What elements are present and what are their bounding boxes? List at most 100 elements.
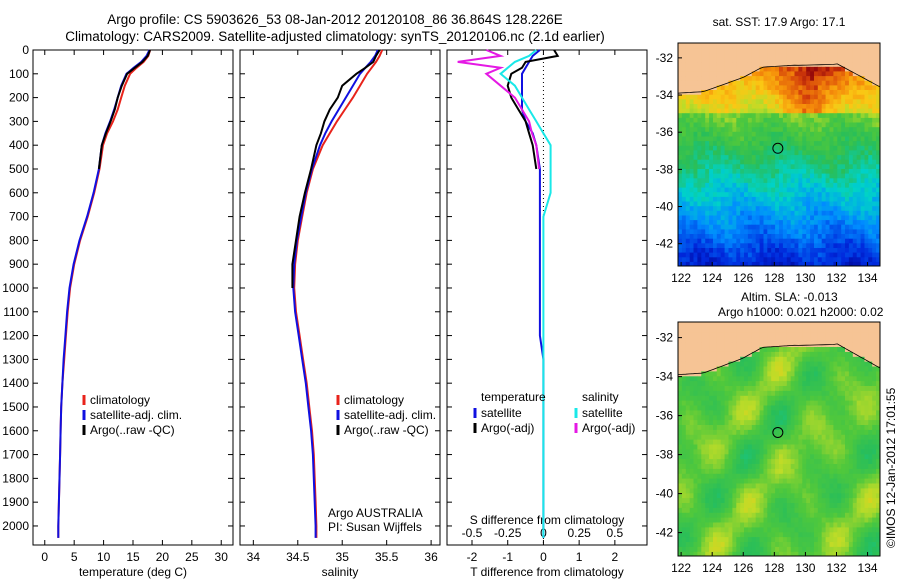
sst-map-cell	[685, 52, 691, 58]
sla-map-cell	[763, 512, 768, 518]
sst-map-cell	[794, 84, 799, 90]
sst-map-cell	[810, 47, 815, 53]
sla-map-cell	[678, 541, 683, 547]
sla-map-cell	[763, 361, 768, 367]
sst-map-cell	[755, 122, 761, 128]
sla-map-cell	[810, 356, 815, 362]
sst-map-cell	[848, 70, 854, 77]
sst-map-cell	[720, 168, 726, 174]
sst-map-cell	[864, 210, 869, 216]
sla-map-cell	[806, 463, 811, 469]
sla-map-cell	[825, 385, 831, 391]
sla-map-cell	[697, 414, 702, 421]
sst-map-cell	[755, 168, 761, 174]
sst-map-cell	[848, 122, 854, 128]
sla-map-cell	[763, 502, 768, 508]
sla-map-cell	[845, 473, 850, 479]
sla-map-cell	[763, 341, 768, 347]
sla-map-cell	[806, 478, 811, 484]
sst-map-cell	[817, 177, 823, 183]
sla-map-cell	[771, 497, 776, 503]
sla-map-cell	[685, 365, 691, 372]
sla-map-cell	[759, 517, 765, 523]
sla-map-cell	[814, 370, 819, 377]
sst-map-cell	[724, 252, 730, 258]
sst-map-cell	[747, 140, 753, 146]
sla-map-cell	[720, 439, 726, 445]
sla-map-cell	[821, 341, 827, 347]
sst-map-cell	[678, 75, 683, 81]
sla-map-cell	[705, 453, 710, 460]
sst-map-cell	[705, 168, 710, 174]
sst-map-cell	[736, 112, 741, 118]
sla-map-cell	[806, 443, 811, 450]
sst-map-cell	[825, 159, 831, 165]
sla-map-cell	[775, 326, 780, 333]
sst-map-cell	[689, 256, 695, 262]
sla-map-cell	[825, 395, 831, 401]
sla-map-cell	[767, 336, 772, 343]
sla-map-cell	[724, 400, 730, 406]
sst-map-cell	[806, 247, 811, 253]
sst-map-cell	[740, 103, 745, 109]
sst-map-cell	[767, 196, 772, 202]
sst-map-cell	[759, 187, 765, 193]
sst-map-cell	[872, 187, 877, 193]
sla-map-cell	[728, 453, 733, 460]
sst-map-cell	[860, 94, 866, 100]
sla-map-cell	[829, 370, 834, 377]
sla-map-cell	[759, 448, 765, 455]
sla-map-cell	[782, 424, 788, 430]
sst-map-cell	[821, 61, 827, 67]
sst-map-cell	[720, 112, 726, 118]
sla-map-cell	[802, 385, 807, 391]
sla-map-cell	[736, 375, 741, 382]
sla-map-cell	[763, 526, 768, 533]
sla-map-cell	[798, 375, 803, 382]
sla-map-cell	[732, 517, 737, 523]
sla-map-cell	[693, 419, 698, 425]
sst-map-cell	[728, 238, 733, 244]
sst-map-cell	[751, 238, 757, 244]
sla-map-cell	[798, 331, 803, 338]
sla-map-cell	[728, 331, 733, 338]
sst-map-cell	[845, 126, 850, 132]
sla-map-cell	[701, 346, 706, 352]
sla-map-cell	[782, 502, 788, 508]
sla-map-cell	[775, 482, 780, 489]
sst-map-cell	[833, 191, 838, 197]
sla-map-cell	[720, 326, 726, 333]
sst-map-cell	[716, 182, 722, 188]
sst-map-cell	[786, 52, 792, 58]
sst-map-cell	[860, 112, 866, 118]
sla-map-cell	[685, 326, 691, 333]
sla-map-cell	[693, 326, 698, 333]
sst-map-cell	[845, 131, 850, 137]
sla-map-cell	[829, 497, 834, 503]
sst-map-cell	[852, 228, 858, 234]
sla-map-cell	[767, 404, 772, 411]
sst-map-cell	[751, 52, 757, 58]
sst-map-cell	[848, 94, 854, 100]
sst-map-cell	[814, 149, 819, 156]
sla-map-cell	[802, 434, 807, 440]
sst-map-cell	[837, 140, 842, 146]
sla-map-cell	[771, 487, 776, 494]
sst-map-cell	[798, 112, 803, 118]
sst-map-cell	[751, 224, 757, 230]
sst-map-cell	[747, 233, 753, 239]
sst-map-cell	[814, 140, 819, 146]
sla-map-cell	[841, 326, 846, 333]
sla-map-cell	[810, 375, 815, 382]
sla-map-cell	[701, 473, 706, 479]
sla-map-cell	[779, 322, 784, 328]
sla-map-cell	[705, 478, 710, 484]
sla-map-cell	[728, 351, 733, 357]
sst-map-cell	[720, 191, 726, 197]
sla-map-cell	[736, 434, 741, 440]
sst-map-cell	[751, 173, 757, 179]
sst-map-cell	[701, 224, 706, 230]
sla-map-cell	[806, 361, 811, 367]
sla-map-cell	[693, 502, 698, 508]
sst-map-cell	[705, 247, 710, 253]
